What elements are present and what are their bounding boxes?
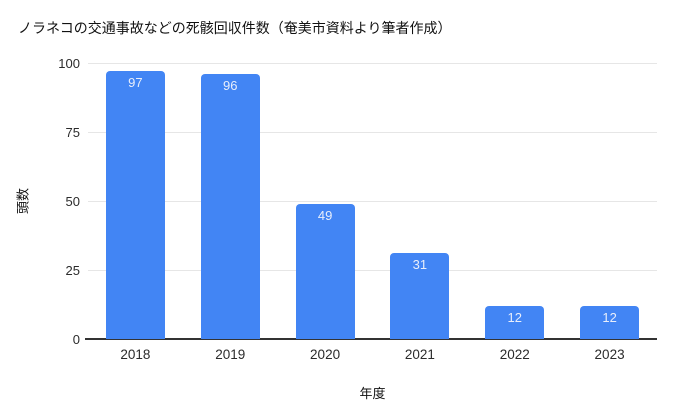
y-tick-label: 0 (72, 331, 80, 347)
bar-value-label: 12 (602, 309, 617, 325)
x-axis-title: 年度 (359, 386, 386, 401)
gridline (88, 131, 657, 133)
gridline (88, 269, 657, 271)
x-tick-label: 2020 (310, 347, 341, 362)
bar-2020: 49 (295, 203, 355, 339)
bar-value-label: 49 (317, 207, 333, 223)
bar-2019: 96 (200, 74, 260, 339)
bar-2021: 31 (390, 253, 450, 339)
bar-2022: 12 (485, 305, 545, 339)
x-tick-label: 2022 (499, 347, 530, 362)
bar-value-label: 31 (412, 257, 428, 273)
x-tick-label: 2023 (594, 347, 625, 362)
x-tick-label: 2021 (404, 347, 435, 362)
bar-2018: 97 (105, 71, 165, 339)
x-tick-label: 2019 (215, 347, 246, 362)
bar-value-label: 12 (507, 309, 522, 325)
chart-title: ノラネコの交通事故などの死骸回収件数（奄美市資料より筆者作成） (18, 20, 452, 36)
x-tick-label: 2018 (120, 347, 151, 362)
gridline (88, 200, 657, 202)
bar-value-label: 96 (223, 78, 238, 94)
bar-2023: 12 (580, 305, 640, 339)
x-axis-line (85, 338, 657, 340)
bar-value-label: 97 (128, 75, 143, 91)
y-tick-label: 50 (65, 193, 80, 209)
y-tick-label: 75 (65, 124, 80, 140)
y-tick-label: 25 (65, 262, 80, 278)
y-tick-label: 100 (58, 55, 80, 71)
gridline (88, 62, 657, 64)
